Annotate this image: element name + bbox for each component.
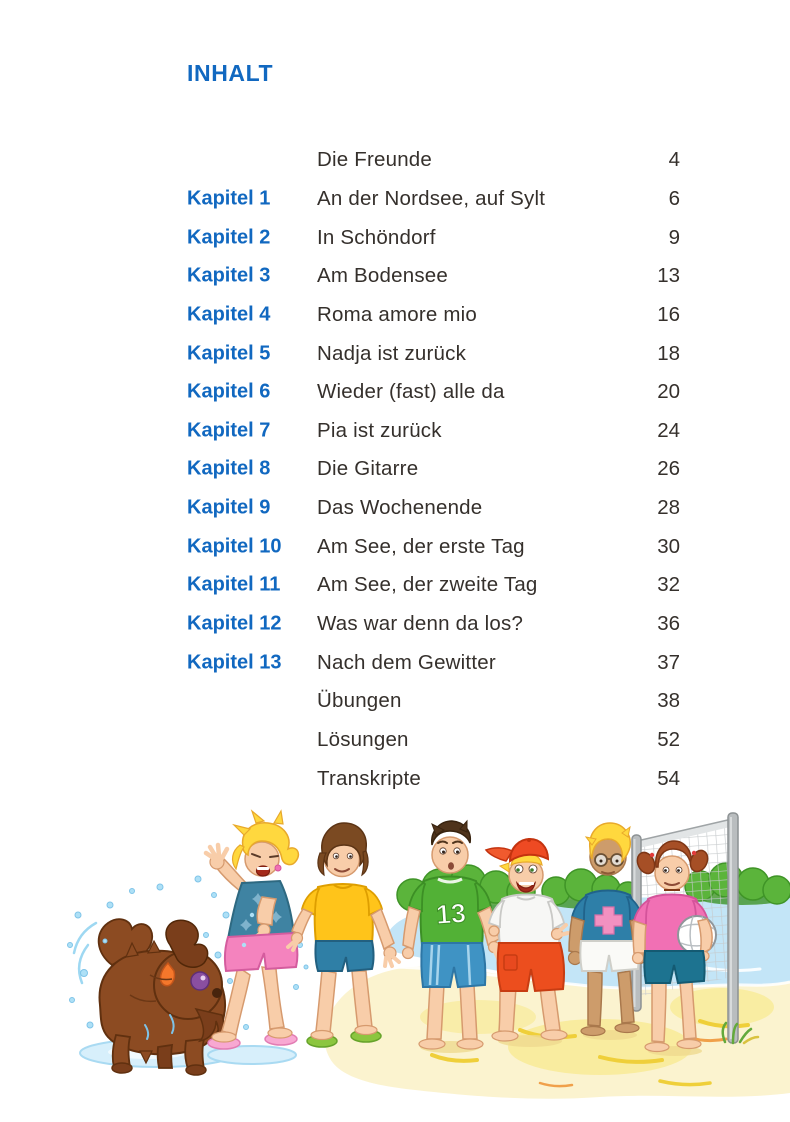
toc-row: Kapitel 10 Am See, der erste Tag 30 [0, 527, 790, 566]
toc-row-page: 54 [657, 766, 680, 790]
toc-row-page: 38 [657, 689, 680, 713]
toc-row-chapter: Kapitel 3 [187, 264, 271, 287]
toc-row-title: Die Freunde [317, 148, 433, 172]
toc-row-title: Lösungen [317, 727, 409, 751]
toc-row-page: 36 [657, 612, 680, 635]
toc-row-chapter: Kapitel 1 [187, 187, 271, 210]
toc-row: Lösungen 52 [0, 721, 790, 760]
toc-row: Kapitel 7 Pia ist zurück 24 [0, 411, 790, 450]
toc-row: Kapitel 4 Roma amore mio 16 [0, 296, 790, 335]
toc-row-chapter: Kapitel 9 [187, 496, 271, 519]
toc-row-page: 26 [657, 457, 680, 481]
toc-row-chapter: Kapitel 13 [187, 651, 282, 674]
water-splash-droplets [67, 875, 309, 1030]
toc-row-page: 32 [657, 573, 680, 597]
beach-illustration: 13 [67, 809, 790, 1099]
toc-row: Kapitel 13 Nach dem Gewitter 37 [0, 643, 790, 682]
toc-row-page: 37 [657, 650, 680, 674]
toc-row-page: 9 [668, 225, 680, 249]
toc-row-title: An der Nordsee, auf Sylt [317, 186, 546, 210]
grass-tuft [721, 1021, 760, 1045]
girl-pigtails-figure [631, 840, 717, 1053]
boy-green-jersey-figure: 13 [401, 819, 502, 1050]
toc-row: Kapitel 9 Das Wochenende 28 [0, 489, 790, 528]
wet-dog-figure [72, 918, 226, 1076]
toc-row-title: Am See, der zweite Tag [317, 573, 538, 597]
toc-list: Die Freunde 4 Kapitel 1 An der Nordsee, auf… [0, 141, 790, 798]
toc-row-title: Am See, der erste Tag [317, 534, 525, 558]
toc-row-title: Transkripte [317, 766, 421, 790]
toc-row-title: Übungen [317, 689, 402, 713]
toc-row: Kapitel 3 Am Bodensee 13 [0, 257, 790, 296]
toc-row-page: 18 [657, 341, 680, 365]
toc-row-chapter: Kapitel 6 [187, 380, 271, 403]
toc-row-chapter: Kapitel 10 [187, 535, 282, 558]
page-title: INHALT [187, 60, 274, 86]
toc-row: Transkripte 54 [0, 759, 790, 798]
toc-row-title: Nadja ist zurück [317, 341, 467, 365]
toc-row-page: 13 [657, 264, 680, 288]
toc-row: Kapitel 5 Nadja ist zurück 18 [0, 334, 790, 373]
toc-row-chapter: Kapitel 12 [187, 612, 282, 635]
toc-row-page: 6 [668, 186, 680, 210]
toc-row-page: 52 [657, 727, 680, 751]
toc-row-page: 20 [657, 380, 680, 404]
toc-row-title: Am Bodensee [317, 264, 448, 288]
toc-row-page: 16 [657, 302, 680, 326]
toc-row-title: In Schöndorf [317, 225, 436, 249]
toc-row-title: Die Gitarre [317, 457, 419, 481]
toc-row-title: Roma amore mio [317, 302, 478, 326]
blonde-girl-figure [203, 809, 300, 1050]
toc-row-chapter: Kapitel 4 [187, 303, 271, 326]
toc-row: Kapitel 8 Die Gitarre 26 [0, 450, 790, 489]
toc-row-page: 24 [657, 418, 680, 442]
toc-row-chapter: Kapitel 8 [187, 457, 271, 480]
toc-row: Kapitel 12 Was war denn da los? 36 [0, 605, 790, 644]
toc-row-chapter: Kapitel 5 [187, 342, 271, 365]
toc-row-title: Nach dem Gewitter [317, 650, 496, 674]
toc-row-page: 28 [657, 496, 680, 520]
toc-row-title: Was war denn da los? [317, 612, 524, 635]
toc-row-page: 4 [668, 148, 680, 172]
toc-row: Kapitel 2 In Schöndorf 9 [0, 218, 790, 257]
toc-row-page: 30 [657, 534, 680, 558]
toc-row-chapter: Kapitel 2 [187, 226, 271, 249]
toc-row: Die Freunde 4 [0, 141, 790, 180]
brunette-girl-figure [286, 822, 401, 1048]
toc-row-title: Wieder (fast) alle da [317, 380, 505, 404]
toc-row: Kapitel 1 An der Nordsee, auf Sylt 6 [0, 180, 790, 219]
toc-row: Kapitel 6 Wieder (fast) alle da 20 [0, 373, 790, 412]
boy-red-cap-figure [484, 837, 570, 1042]
toc-row: Übungen 38 [0, 682, 790, 721]
toc-row-title: Pia ist zurück [317, 418, 442, 442]
toc-row-chapter: Kapitel 11 [187, 573, 281, 596]
toc-row-title: Das Wochenende [317, 496, 483, 520]
toc-row-chapter: Kapitel 7 [187, 419, 271, 442]
jersey-number: 13 [435, 898, 467, 930]
toc-row: Kapitel 11 Am See, der zweite Tag 32 [0, 566, 790, 605]
